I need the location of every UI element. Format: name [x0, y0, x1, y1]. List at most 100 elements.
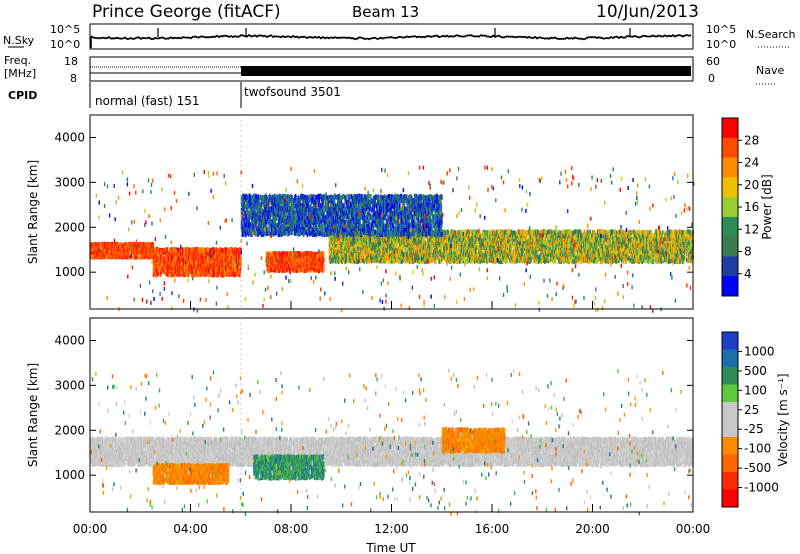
heatmap-cell [223, 261, 225, 267]
heatmap-cell [171, 271, 174, 277]
date-label: 10/Jun/2013 [596, 2, 699, 22]
heatmap-cell [220, 250, 223, 256]
heatmap-cell [214, 257, 216, 263]
heatmap-cell [199, 266, 201, 272]
heatmap-cell [154, 261, 157, 267]
heatmap-cell [176, 266, 179, 272]
heatmap-cell [188, 272, 190, 278]
heatmap-cell [134, 242, 136, 248]
heatmap-cell [218, 253, 221, 259]
heatmap-cell [166, 250, 169, 256]
heatmap-cell [201, 271, 204, 277]
heatmap-cell [156, 258, 159, 264]
heatmap-cell [213, 271, 216, 277]
heatmap-cell [231, 263, 233, 268]
frequency-panel: Freq. [MHz] 18 8 60 0 Nave [4, 54, 784, 85]
noise-left-tick-bottom: 10^0 [50, 38, 80, 51]
heatmap-cell [181, 247, 184, 253]
freq-bar-twofsound [241, 66, 691, 76]
heatmap-cell [211, 258, 213, 264]
heatmap-cell [209, 247, 211, 253]
cpid-panel: CPID normal (fast) 151 twofsound 3501 [8, 82, 341, 108]
cpid-label: CPID [8, 89, 37, 102]
noise-right-tick-top: 10^5 [706, 23, 736, 36]
heatmap-cell [172, 268, 175, 274]
heatmap-cell [208, 272, 210, 278]
heatmap-cell [160, 249, 162, 255]
heatmap-cell [216, 256, 218, 262]
heatmap-cell [152, 271, 155, 277]
heatmap-cell [186, 267, 188, 273]
heatmap-cell [200, 269, 203, 275]
heatmap-cell [174, 250, 176, 256]
heatmap-cell [166, 252, 169, 258]
heatmap-cell [206, 264, 209, 270]
heatmap-cell [203, 256, 206, 262]
cpid-mode-2: twofsound 3501 [244, 85, 341, 99]
heatmap-cell [103, 241, 106, 247]
heatmap-cell [214, 266, 216, 272]
heatmap-cell [199, 253, 202, 258]
heatmap-cell [213, 247, 215, 253]
heatmap-cell [166, 247, 169, 252]
heatmap-cell [226, 251, 229, 256]
heatmap-cell [155, 250, 157, 256]
heatmap-cell [190, 247, 193, 253]
heatmap-cell [194, 268, 197, 274]
noise-right-tick-bottom: 10^0 [706, 38, 736, 51]
heatmap-cell [128, 241, 130, 247]
freq-left-tick-top: 18 [64, 55, 78, 68]
nave-right-tick-top: 60 [706, 55, 720, 68]
heatmap-cell [208, 248, 210, 254]
heatmap-cell [188, 255, 190, 261]
heatmap-cell [113, 242, 115, 248]
heatmap-cell [223, 252, 225, 258]
noise-sky-trace [90, 33, 692, 40]
heatmap-cell [194, 271, 197, 277]
heatmap-cell [155, 255, 157, 261]
noise-left-tick-top: 10^5 [50, 23, 80, 36]
heatmap-cell [191, 264, 193, 270]
heatmap-cell [225, 253, 228, 259]
heatmap-cell [216, 258, 219, 264]
heatmap-cell [185, 247, 188, 252]
noise-right-label: N.Search [746, 28, 796, 41]
heatmap-cell [225, 247, 227, 253]
heatmap-cell [188, 261, 191, 267]
heatmap-cell [163, 269, 166, 275]
heatmap-cell [182, 258, 184, 264]
heatmap-cell [206, 247, 209, 252]
station-title: Prince George (fitACF) [92, 2, 281, 22]
heatmap-cell [210, 264, 213, 270]
heatmap-cell [196, 256, 199, 262]
heatmap-cell [232, 260, 234, 266]
noise-search-trace [90, 35, 692, 41]
heatmap-cell [199, 248, 201, 253]
heatmap-cell [203, 266, 205, 272]
heatmap-cell [165, 268, 167, 274]
freq-label-line2: [MHz] [4, 67, 36, 80]
heatmap-cell [230, 255, 233, 261]
heatmap-cell [225, 271, 228, 277]
heatmap-cell [217, 272, 220, 278]
heatmap-cell [191, 252, 193, 258]
heatmap-cell [221, 248, 224, 254]
freq-label-line1: Freq. [4, 54, 31, 67]
nave-right-tick-bottom: 0 [708, 72, 715, 85]
heatmap-cell [233, 272, 235, 278]
heatmap-cell [203, 247, 205, 253]
heatmap-cell [179, 252, 182, 258]
heatmap-cell [227, 261, 230, 267]
heatmap-cell [209, 266, 211, 272]
heatmap-cell [152, 247, 155, 253]
nave-label: Nave [756, 64, 784, 77]
heatmap-cell [212, 272, 215, 278]
heatmap-cell [207, 259, 210, 264]
heatmap-cell [179, 258, 181, 264]
heatmap-cell [159, 266, 161, 272]
heatmap-cell [152, 261, 155, 267]
heatmap-cell [323, 257, 325, 263]
heatmap-cell [160, 261, 162, 267]
